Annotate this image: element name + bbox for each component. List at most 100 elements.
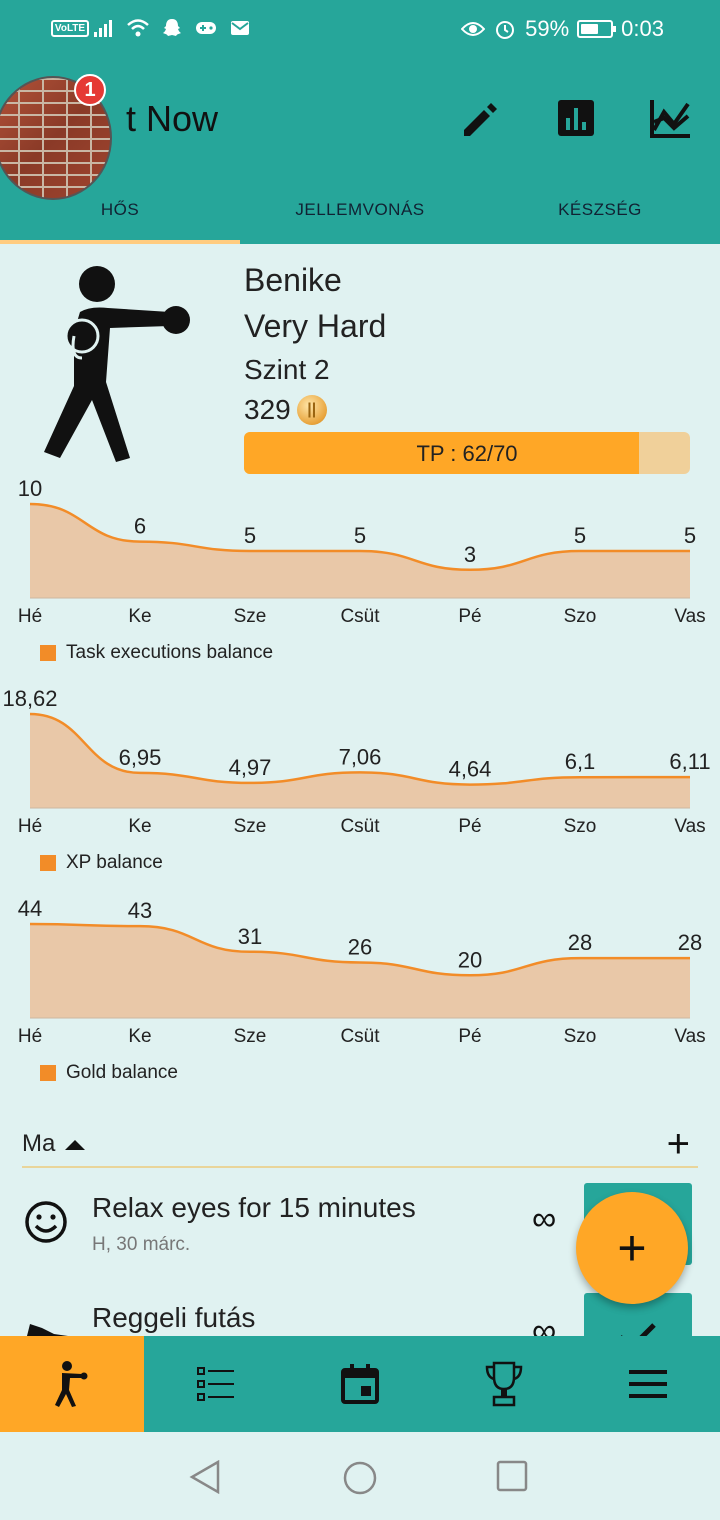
- xp-balance-chart: 18,62 Hé 6,95 Ke 4,97 Sze 7,06 Csüt 4,64 Pé 6,1 Szo…: [0, 688, 720, 888]
- legend-label: Gold balance: [66, 1062, 178, 1083]
- chart-line: [29, 712, 691, 786]
- chart-tick-label: Vas: [674, 1026, 705, 1047]
- nav-menu[interactable]: [576, 1336, 720, 1432]
- chart-tick-label: Csüt: [340, 606, 380, 627]
- chart-value-label: 4,64: [449, 757, 492, 782]
- day-label: Ma: [22, 1130, 56, 1157]
- chart-value-label: 44: [18, 898, 42, 921]
- coin-icon: ||: [296, 395, 327, 425]
- chart-legend: Task executions balance: [40, 642, 273, 664]
- gold-balance-chart: 44 Hé 43 Ke 31 Sze 26 Csüt 20 Pé 28 Szo 28 Vas Gold b…: [0, 898, 720, 1098]
- chart-legend: Gold balance: [40, 1062, 178, 1084]
- chart-value-label: 4,97: [229, 755, 272, 780]
- chart-value-label: 20: [458, 947, 482, 972]
- chart-value-label: 6,11: [669, 749, 710, 774]
- check-icon: [620, 1323, 656, 1336]
- chart-value-label: 31: [238, 924, 262, 949]
- alarm-icon: [493, 17, 517, 41]
- sneaker-icon: [24, 1316, 68, 1336]
- game-icon: [194, 16, 218, 40]
- tab-skills[interactable]: KÉSZSÉG: [558, 200, 642, 219]
- chart-tick-label: Pé: [458, 816, 481, 837]
- status-bar: VoLTE 59% 0:03: [0, 0, 720, 62]
- nav-calendar[interactable]: [288, 1336, 432, 1432]
- chart-tick-label: Szo: [564, 816, 597, 837]
- chart-value-label: 7,06: [339, 744, 382, 769]
- chart-tick-label: Vas: [674, 816, 705, 837]
- chart-value-label: 26: [348, 934, 372, 959]
- tab-bar: HŐS JELLEMVONÁS KÉSZSÉG: [0, 190, 720, 244]
- nav-achievements[interactable]: [432, 1336, 576, 1432]
- hero-level: Szint 2: [244, 354, 330, 385]
- chart-tick-label: Pé: [458, 606, 481, 627]
- hero-icon: [55, 1361, 88, 1407]
- home-icon[interactable]: [342, 1460, 378, 1501]
- hero-difficulty: Very Hard: [244, 308, 387, 344]
- nav-tasks[interactable]: [144, 1336, 288, 1432]
- chart-tick-label: Csüt: [340, 816, 380, 837]
- chart-tick-label: Sze: [234, 606, 267, 627]
- chart-value-label: 5: [574, 523, 586, 548]
- back-icon[interactable]: [188, 1459, 222, 1499]
- bar-chart-icon[interactable]: [552, 94, 600, 142]
- chart-tick-label: Sze: [234, 1026, 267, 1047]
- trophy-icon: [485, 1361, 523, 1407]
- day-sort-toggle[interactable]: Ma: [22, 1130, 86, 1158]
- tab-traits[interactable]: JELLEMVONÁS: [295, 200, 425, 219]
- task-date: H, 30 márc.: [92, 1234, 191, 1255]
- chart-value-label: 5: [354, 523, 366, 548]
- chart-value-label: 6: [134, 514, 146, 539]
- chart-line: [29, 502, 690, 572]
- sort-up-icon: [65, 1140, 86, 1150]
- chart-value-label: 6,1: [565, 749, 596, 774]
- add-task-button[interactable]: +: [666, 1122, 690, 1166]
- chart-value-label: 3: [464, 542, 476, 567]
- battery-percent: 59%: [525, 16, 570, 41]
- bottom-navigation: [0, 1336, 720, 1432]
- legend-swatch: [40, 645, 56, 661]
- chart-svg: 18,62 Hé 6,95 Ke 4,97 Sze 7,06 Csüt 4,64 Pé 6,1 Szo…: [2, 688, 710, 837]
- legend-label: XP balance: [66, 852, 163, 873]
- chart-value-label: 5: [684, 523, 696, 548]
- recents-icon[interactable]: [496, 1460, 528, 1497]
- chart-value-label: 18,62: [2, 688, 57, 711]
- chart-tick-label: Szo: [564, 1026, 597, 1047]
- chart-legend: XP balance: [40, 852, 163, 874]
- repeat-infinite-icon: ∞: [532, 1312, 557, 1336]
- chart-tick-label: Sze: [234, 816, 267, 837]
- chart-tick-label: Vas: [674, 606, 705, 627]
- smiley-icon: [24, 1200, 68, 1244]
- chart-tick-label: Pé: [458, 1026, 481, 1047]
- repeat-infinite-icon: ∞: [532, 1200, 557, 1238]
- chart-value-label: 10: [18, 478, 42, 501]
- add-fab-button[interactable]: +: [576, 1192, 688, 1304]
- hero-avatar-figure: [30, 262, 210, 472]
- app-bar: t Now 1 HŐS JELLEMVONÁS KÉSZSÉG: [0, 62, 720, 244]
- gold-amount: 329: [244, 394, 291, 425]
- chart-value-label: 43: [128, 898, 152, 923]
- legend-swatch: [40, 1065, 56, 1081]
- calendar-icon: [341, 1364, 379, 1404]
- tab-hero[interactable]: HŐS: [0, 190, 240, 244]
- battery-icon: [577, 20, 617, 38]
- line-chart-icon[interactable]: [646, 94, 694, 142]
- chart-tick-label: Ke: [128, 606, 151, 627]
- snapchat-icon: [160, 16, 184, 40]
- chart-tick-label: Hé: [18, 1026, 42, 1047]
- chart-line: [29, 922, 690, 977]
- list-header: Ma +: [22, 1122, 698, 1168]
- wifi-icon: [126, 16, 150, 40]
- edit-icon[interactable]: [456, 94, 504, 142]
- tp-progress-bar: TP : 62/70: [244, 432, 690, 474]
- clock: 0:03: [621, 16, 664, 41]
- chart-tick-label: Hé: [18, 606, 42, 627]
- chart-tick-label: Hé: [18, 816, 42, 837]
- chart-tick-label: Ke: [128, 816, 151, 837]
- hero-name: Benike: [244, 262, 342, 298]
- task-executions-chart: 10 Hé 6 Ke 5 Sze 5 Csüt 3 Pé 5 Szo 5 Vas Task executi…: [0, 478, 720, 678]
- app-title: t Now: [126, 98, 219, 139]
- nav-hero[interactable]: [0, 1336, 144, 1432]
- notification-badge: 1: [74, 74, 106, 106]
- chart-tick-label: Szo: [564, 606, 597, 627]
- chart-tick-label: Ke: [128, 1026, 151, 1047]
